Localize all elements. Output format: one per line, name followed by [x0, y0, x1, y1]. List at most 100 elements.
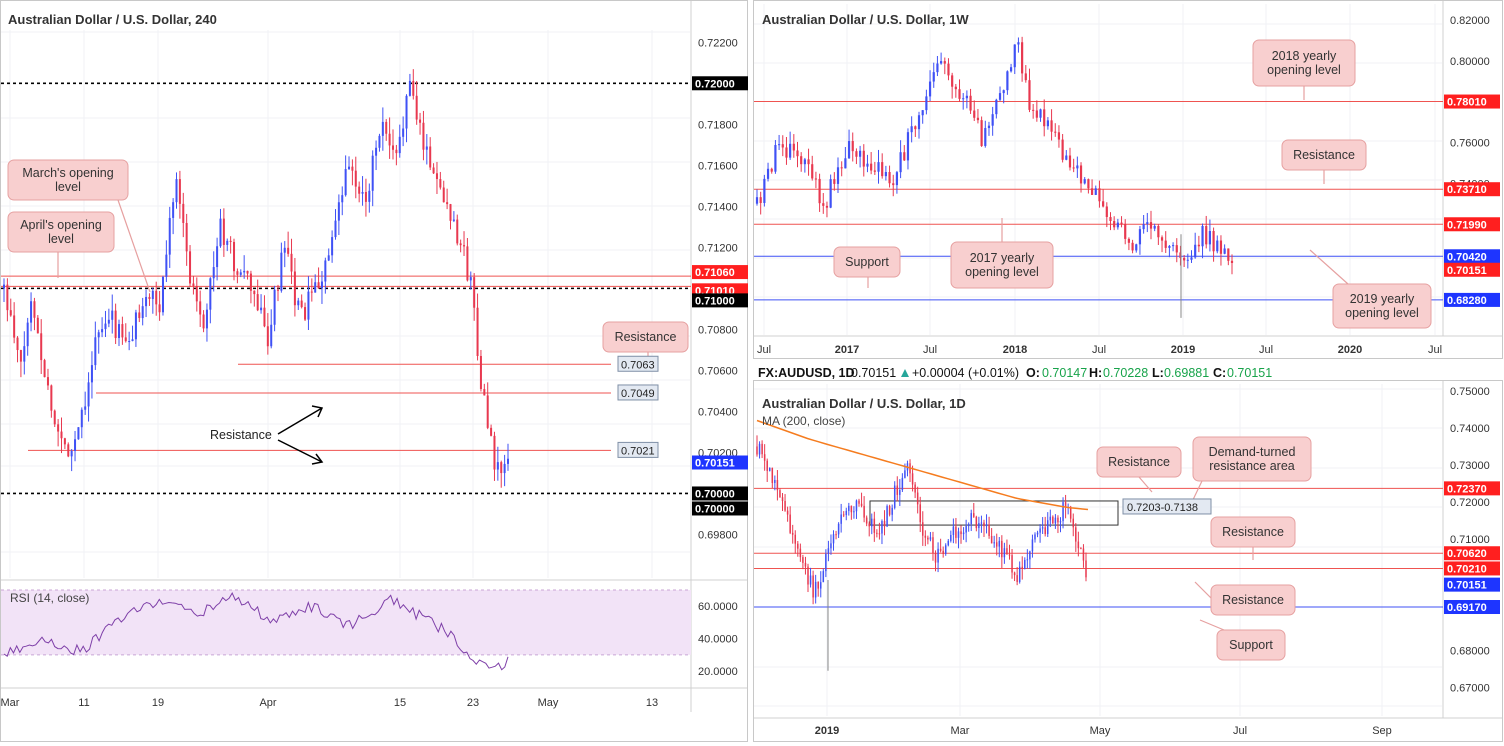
candle-body: [459, 243, 462, 246]
candle-body: [922, 522, 924, 536]
daily-price-tag: 0.69170: [1447, 602, 1487, 614]
candle-body: [388, 133, 391, 146]
candle-body: [246, 270, 249, 274]
candle-body: [290, 253, 293, 272]
candle-body: [975, 516, 978, 529]
h4-level-label-0.7049-box: [617, 384, 659, 401]
candle-body: [1168, 245, 1171, 248]
candle-body: [1029, 551, 1031, 560]
candle-body: [1208, 231, 1212, 245]
candle-body: [222, 218, 225, 245]
info-l: 0.69881: [1164, 366, 1209, 380]
candle-body: [1183, 257, 1186, 261]
candle-body: [263, 307, 266, 327]
candle-body: [19, 350, 22, 362]
h4-price-tag: 0.72000: [695, 78, 735, 90]
candle-body: [837, 523, 840, 535]
candle-body: [1216, 240, 1219, 252]
candle-body: [446, 202, 449, 205]
candle-body: [1011, 555, 1013, 573]
candle-body: [1175, 245, 1178, 253]
candle-body: [883, 521, 886, 527]
candle-body: [797, 543, 799, 549]
candle-body: [60, 431, 63, 439]
candle-body: [141, 306, 144, 319]
candle-body: [993, 542, 995, 544]
candle-body: [77, 427, 80, 440]
candle-body: [273, 289, 276, 325]
candle-body: [863, 505, 865, 518]
info-o: 0.70147: [1042, 366, 1087, 380]
candle-body: [503, 463, 506, 474]
candle-body: [1032, 109, 1035, 111]
candle-body: [904, 470, 906, 478]
candle-body: [853, 511, 855, 513]
h4-level-label-0.7021-box: [617, 441, 659, 458]
weekly-x-tick: Jul: [1428, 344, 1442, 356]
candle-body: [958, 89, 961, 99]
candle-body: [1194, 244, 1197, 258]
candle-body: [300, 300, 303, 308]
weekly-price-tag-bg: [1444, 182, 1500, 197]
daily-x-tick: Jul: [1233, 725, 1247, 737]
candle-body: [205, 309, 208, 329]
candle-body: [67, 444, 70, 457]
candle-body: [859, 150, 862, 157]
candle-body: [814, 581, 817, 598]
weekly-callout-2018-text: opening level: [1267, 63, 1341, 77]
h4-callout-resistance-box: [602, 321, 689, 353]
candle-body: [1024, 73, 1027, 81]
candle-body: [1113, 221, 1116, 228]
candle-body: [1009, 67, 1013, 72]
candle-body: [493, 435, 496, 470]
candle-body: [888, 506, 891, 515]
candle-body: [375, 147, 378, 156]
candle-body: [466, 246, 469, 281]
candle-body: [371, 155, 374, 191]
candle-body: [320, 281, 323, 289]
candle-body: [1227, 248, 1230, 261]
candle-body: [128, 341, 131, 343]
candle-body: [844, 158, 847, 169]
candle-body: [814, 178, 818, 180]
candle-body: [942, 550, 944, 554]
candle-body: [906, 132, 910, 161]
candle-body: [1006, 71, 1009, 91]
daily-y-tick: 0.73000: [1450, 460, 1490, 472]
candle-body: [479, 355, 482, 390]
candle-body: [932, 72, 935, 82]
candle-body: [1031, 539, 1034, 552]
candle-body: [990, 535, 993, 544]
candle-body: [825, 205, 829, 208]
candle-body: [341, 195, 344, 203]
candle-body: [1077, 541, 1080, 549]
candle-body: [766, 168, 770, 179]
candle-body: [50, 385, 53, 411]
candle-body: [256, 294, 259, 311]
candle-body: [1212, 231, 1215, 252]
candle-body: [351, 166, 354, 171]
daily-demand-zone: [869, 500, 1119, 526]
weekly-callout-2017-text: 2017 yearly: [970, 251, 1035, 265]
h4-callout-april-text: level: [48, 232, 74, 246]
candle-body: [936, 63, 939, 73]
candle-body: [781, 497, 784, 502]
candle-body: [334, 220, 337, 238]
candle-body: [865, 517, 868, 524]
daily-callout-resistance-low-box: [1210, 584, 1296, 616]
candle-body: [1001, 540, 1003, 558]
h4-y-tick: 0.69800: [698, 529, 738, 541]
candle-body: [368, 190, 371, 202]
candle-body: [395, 149, 398, 154]
daily-callout-resistance-low-pointer: [1194, 581, 1212, 599]
candle-body: [463, 245, 466, 247]
candle-body: [33, 301, 36, 318]
candle-body: [104, 323, 107, 330]
candle-body: [983, 522, 985, 527]
candle-body: [30, 301, 33, 323]
candle-body: [1090, 188, 1094, 195]
candle-body: [860, 503, 863, 506]
candle-body: [1003, 548, 1006, 558]
daily-price-tag-bg: [1444, 481, 1500, 496]
candle-body: [929, 537, 932, 540]
